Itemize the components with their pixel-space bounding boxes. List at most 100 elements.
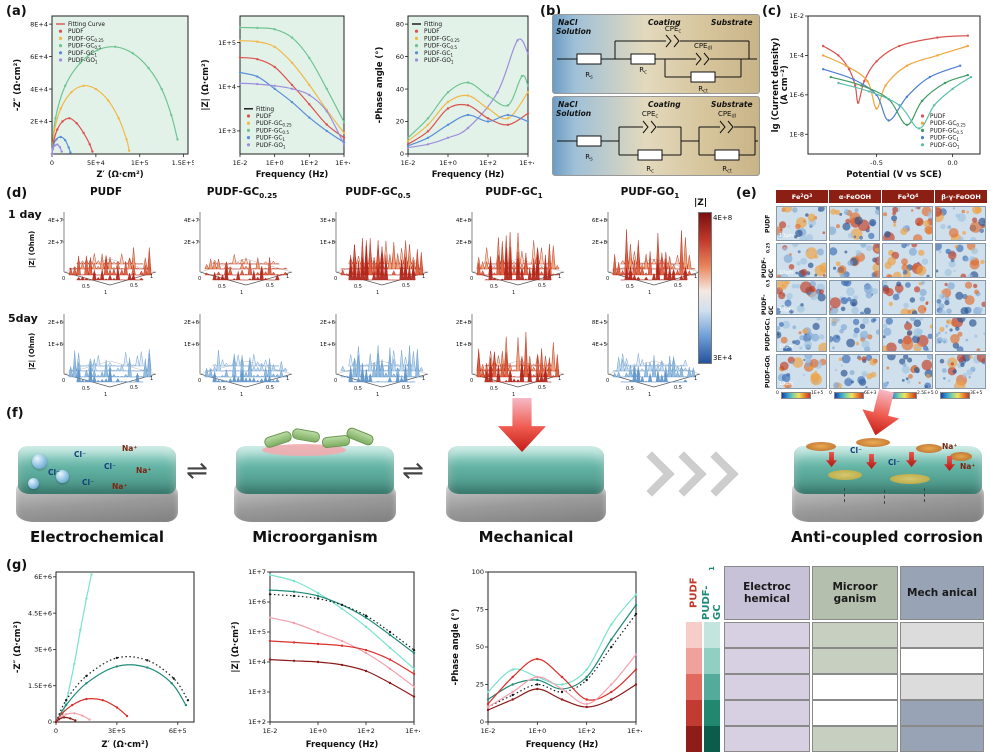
- raman-map: [936, 281, 985, 314]
- d-col-label: PUDF-GO1: [620, 186, 680, 201]
- e-col-header: α-FeOOH: [829, 190, 881, 203]
- svg-text:PUDF: PUDF: [424, 29, 440, 35]
- e-map-cell: [829, 354, 880, 389]
- panel-a-phase-chart: 1E-2 1E+0 1E+2 1E+4 0 20 40 60 80 Frequency (Hz) -…: [374, 10, 537, 180]
- stage-label-anti-coupled-corrosion: Anti-coupled corrosion: [790, 528, 984, 546]
- table-header-electrochemical: Electroc hemical: [724, 566, 810, 620]
- svg-text:1: 1: [286, 274, 289, 280]
- svg-text:1: 1: [558, 274, 561, 280]
- table-cell: [812, 674, 898, 700]
- raman-map: [830, 207, 879, 240]
- coating-layer: [18, 446, 176, 494]
- svg-text:PUDF-GC0.5: PUDF-GC0.5: [424, 44, 457, 51]
- e-map-cell: [935, 354, 986, 389]
- d-surface-r0-c4: 6E+8 2E+8 0 0.5 1 0.5 1: [588, 202, 712, 296]
- svg-text:1E-2: 1E-2: [263, 727, 278, 735]
- d-col-label: PUDF-GC0.25: [206, 186, 278, 201]
- svg-text:1E-2: 1E-2: [789, 12, 804, 20]
- c-polarization-xlabel: Potential (V vs SCE): [846, 170, 942, 180]
- zone-solution: Solution: [556, 27, 591, 36]
- svg-text:Fitting: Fitting: [424, 22, 442, 28]
- svg-text:0.5: 0.5: [402, 283, 410, 289]
- svg-text:2E+6: 2E+6: [48, 320, 64, 326]
- svg-text:1: 1: [694, 376, 697, 382]
- svg-text:1E+2: 1E+2: [300, 159, 318, 167]
- svg-text:4E+7: 4E+7: [184, 218, 200, 224]
- table-swatch-pudf: [686, 726, 702, 752]
- svg-text:PUDF-GC0.5: PUDF-GC0.5: [930, 128, 963, 135]
- svg-text:0.5: 0.5: [354, 386, 362, 392]
- d-col-label: PUDF-GC1: [485, 186, 543, 201]
- e-colorbar-max-label: 2.5E+5: [917, 391, 934, 396]
- inhibitor-film-blob: [890, 474, 930, 484]
- table-cell: [900, 648, 984, 674]
- d-col-label: PUDF-GC0.5: [345, 186, 411, 201]
- svg-text:1E+5: 1E+5: [248, 628, 266, 636]
- svg-text:1: 1: [376, 290, 379, 296]
- a-phase-xlabel: Frequency (Hz): [432, 170, 505, 180]
- series-PUDF-GC0.25: [822, 45, 968, 110]
- coupled-corrosion-summary-table: PUDF PUDF-GC 1 Electroc hemical Microor g…: [686, 566, 986, 754]
- raman-map: [830, 244, 879, 277]
- d-surface-r0-c1: 4E+7 2E+7 0 0.5 1 0.5 1: [180, 202, 304, 296]
- svg-text:1E+0: 1E+0: [439, 159, 457, 167]
- raman-map: [777, 244, 826, 277]
- svg-text:2E+6: 2E+6: [320, 320, 336, 326]
- chloride-ion-label: Cl⁻: [48, 468, 61, 477]
- e-map-cell: [882, 354, 933, 389]
- d-surface-r1-c4: 8E+5 4E+5 0 0.5 1 0.5 1: [588, 304, 712, 398]
- label-cpedl: CPEdl: [718, 110, 736, 120]
- raman-map: [936, 244, 985, 277]
- label-rs: Rs: [585, 153, 593, 163]
- e-map-cell: [935, 243, 986, 278]
- svg-text:2E+8: 2E+8: [456, 240, 472, 246]
- svg-text:Fitting Curve: Fitting Curve: [68, 22, 105, 28]
- bacteria-icon: [291, 427, 321, 444]
- table-cell: [724, 726, 810, 752]
- svg-text:1: 1: [694, 274, 697, 280]
- svg-text:6E+5: 6E+5: [169, 727, 187, 735]
- panel-g-label: (g): [6, 558, 28, 573]
- e-colorbar-max-label: 6E+3: [864, 391, 877, 396]
- raman-map: [883, 355, 932, 388]
- surface-plot: 6E+8 2E+8 0 0.5 1 0.5 1: [592, 212, 701, 296]
- svg-text:0.5: 0.5: [266, 385, 274, 391]
- panel-e-label: (e): [736, 186, 757, 201]
- e-colorbar: [940, 392, 970, 399]
- svg-text:1: 1: [648, 290, 651, 296]
- d-surface-r1-c2: 2E+6 1E+6 0 0.5 1 0.5 1: [316, 304, 440, 398]
- a-nyquist-xlabel: Z′ (Ω·cm²): [96, 170, 143, 180]
- svg-text:0.5: 0.5: [402, 385, 410, 391]
- svg-text:PUDF-GC0.25: PUDF-GC0.25: [930, 121, 966, 128]
- svg-text:PUDF-GC1: PUDF-GC1: [68, 51, 97, 58]
- svg-text:2E+4: 2E+4: [30, 118, 48, 126]
- e-row-label: PUDF-GC 0.5: [761, 280, 775, 315]
- panel-d-leis-maps: 1 day 5day PUDF PUDF-GC0.25 PUDF-GC0.5 PUDF-G…: [0, 184, 758, 402]
- svg-text:1: 1: [422, 274, 425, 280]
- svg-text:1E-2: 1E-2: [481, 727, 496, 735]
- surface-plot: 2E+6 1E+6 0 0.5 1 0.5 1: [184, 314, 293, 398]
- e-map-cell: [882, 317, 933, 352]
- svg-text:1E+5: 1E+5: [131, 159, 149, 167]
- a-nyquist-svg: 0 5E+4 1E+5 1.5E+5 2E+4 4E+4 6E+4 8E+4 Z′ (Ω·cm²…: [13, 15, 196, 180]
- svg-text:1E+7: 1E+7: [248, 568, 266, 576]
- e-colorbar-max-label: 3E+5: [970, 391, 983, 396]
- sodium-ion-label: Na⁺: [942, 442, 958, 451]
- c-polarization-svg: -0.5 0.0 1E-2 1E-4 1E-6 1E-8 Potential (V vs S…: [771, 12, 981, 180]
- zone-substrate: Substrate: [711, 18, 753, 27]
- anchor-dashed-line: [884, 490, 885, 504]
- sodium-ion-label: Na⁺: [136, 466, 152, 475]
- svg-text:0.5: 0.5: [218, 386, 226, 392]
- svg-text:6E+6: 6E+6: [34, 573, 52, 581]
- g-nyquist-xlabel: Z′ (Ω·cm²): [101, 740, 148, 750]
- svg-text:1E+4: 1E+4: [519, 159, 534, 167]
- table-cell: [724, 648, 810, 674]
- svg-text:2E+7: 2E+7: [48, 240, 64, 246]
- panel-f-label: (f): [6, 406, 24, 421]
- g-phase-ylabel: -Phase angle (°): [451, 608, 461, 685]
- e-colorbar: [781, 392, 811, 399]
- panel-g-phase-chart: 1E-2 1E+0 1E+2 1E+4 0 25 50 75 100 Frequency (Hz)…: [450, 566, 645, 750]
- svg-text:50: 50: [476, 643, 484, 651]
- svg-text:3E+6: 3E+6: [34, 646, 52, 654]
